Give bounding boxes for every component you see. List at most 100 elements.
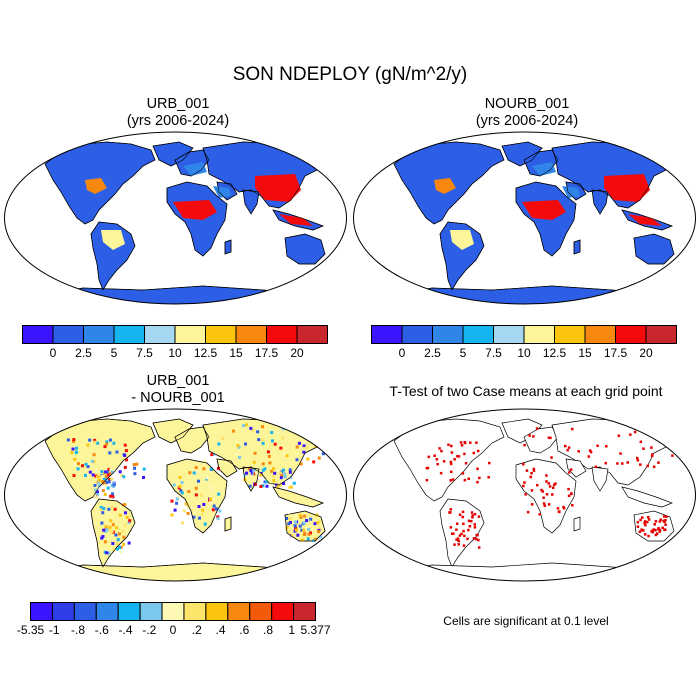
significant-cell (639, 518, 642, 522)
diff-cell (285, 526, 289, 530)
diff-cell (293, 524, 297, 528)
diff-cell (202, 467, 206, 471)
significant-cell (487, 476, 490, 479)
panel-title-nourb: NOURB_001 (yrs 2006-2024) (377, 96, 677, 130)
diff-cell (288, 520, 292, 524)
diff-cell (101, 474, 105, 478)
diff-cell (124, 449, 128, 453)
diff-cell (302, 441, 306, 445)
diff-cell (194, 486, 198, 490)
diff-cell (264, 480, 268, 484)
panel-title-urb-line1: URB_001 (146, 96, 210, 112)
diff-cell (296, 533, 300, 537)
significant-cell (477, 546, 481, 549)
diff-cell (100, 521, 104, 525)
significant-cell (567, 446, 571, 449)
diff-cell (127, 541, 131, 545)
diff-cell (283, 475, 287, 479)
diff-cell (261, 484, 265, 488)
diff-cell (269, 482, 273, 486)
significant-cell (543, 504, 547, 508)
diff-cell (133, 466, 137, 470)
colorbar-tick-label: 2.5 (424, 346, 441, 360)
significant-cell (449, 479, 452, 482)
diff-cell (205, 476, 209, 480)
colorbar-swatch (183, 602, 207, 621)
significant-cell (457, 455, 461, 458)
diff-cell (248, 484, 252, 488)
significant-cell (542, 496, 545, 499)
landmass-india (591, 466, 609, 492)
diff-cell (87, 462, 91, 466)
colorbar-swatch (174, 325, 206, 344)
diff-cell (249, 426, 253, 430)
diff-cell (319, 527, 323, 531)
significant-cell (456, 454, 459, 458)
diff-cell (133, 472, 137, 476)
significant-cell (463, 441, 467, 445)
diff-cell (281, 436, 285, 440)
diff-cell (316, 530, 320, 534)
significant-cell (440, 449, 443, 453)
significant-cell (425, 478, 429, 482)
diff-cell (288, 524, 292, 528)
colorbar-swatch (462, 325, 494, 344)
diff-cell (170, 499, 174, 503)
colorbar-swatch (227, 602, 251, 621)
panel-title-urb: URB_001 (yrs 2006-2024) (28, 96, 328, 130)
significant-cell (457, 543, 460, 546)
colorbar-swatch (51, 602, 75, 621)
diff-cell (123, 523, 127, 527)
diff-cell (257, 471, 261, 475)
colorbar-tick-label: -5.35 (16, 623, 45, 637)
significant-cell (616, 462, 619, 465)
colorbar-tick-label: 10 (168, 346, 182, 360)
diff-cell (103, 550, 107, 554)
diff-cell (105, 442, 109, 446)
map-nourb (353, 131, 696, 305)
colorbar-tick-label: 5.377 (300, 623, 331, 637)
colorbar-tick-label: .8 (262, 623, 274, 637)
significant-cell (453, 543, 456, 546)
significant-cell (661, 526, 664, 530)
diff-cell (111, 484, 115, 488)
diff-cell (217, 492, 221, 496)
diff-cell (93, 438, 97, 442)
diff-cell (100, 470, 104, 474)
diff-cell (96, 493, 100, 497)
diff-cell (261, 462, 265, 466)
significant-cell (460, 532, 463, 536)
diff-cell (115, 450, 119, 454)
colorbar-swatch (249, 602, 273, 621)
significant-cell (448, 511, 451, 514)
diff-cell (316, 521, 320, 525)
diff-cell (104, 547, 108, 551)
diff-cell (294, 520, 298, 524)
diff-cell (86, 473, 90, 477)
significant-cell (435, 458, 439, 461)
significant-cell (449, 508, 453, 511)
colorbar-tick-label: -.8 (70, 623, 86, 637)
diff-cell (178, 475, 182, 479)
diff-cell (312, 460, 316, 464)
diff-cell (108, 451, 112, 455)
significant-cell (462, 544, 466, 547)
diff-cell (315, 513, 319, 517)
colorbar-swatch (615, 325, 647, 344)
diff-cell (317, 456, 321, 460)
significant-cell (551, 486, 555, 490)
colorbar-tick-label: 20 (290, 346, 304, 360)
deposition-hotspot (173, 200, 217, 220)
diff-cell (320, 525, 324, 529)
diff-cell (105, 440, 109, 444)
diff-cell (210, 487, 214, 491)
diff-cell (196, 479, 200, 483)
diff-cell (118, 470, 122, 474)
significant-cell (462, 529, 465, 533)
colorbar-swatch (371, 325, 403, 344)
significant-cell (451, 478, 455, 481)
significant-cell (658, 530, 662, 533)
map-urb (4, 131, 347, 305)
significant-cell (449, 462, 453, 466)
diff-cell (94, 474, 98, 478)
